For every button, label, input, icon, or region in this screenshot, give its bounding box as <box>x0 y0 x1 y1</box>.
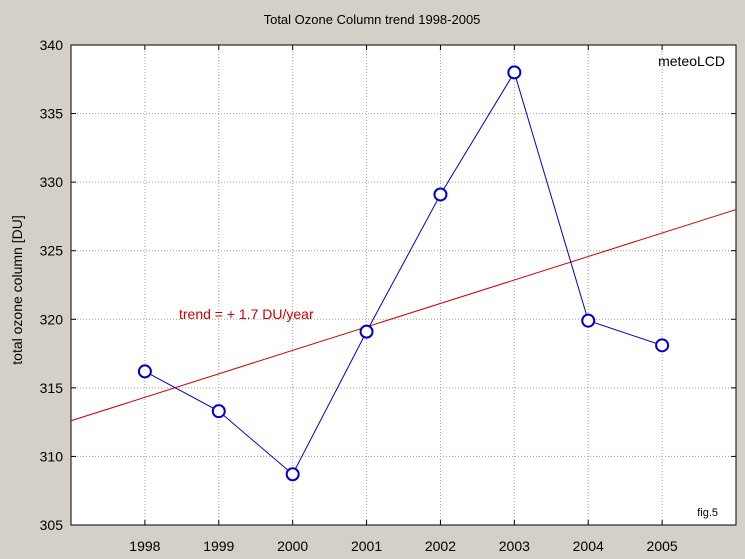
data-point-marker <box>211 404 226 419</box>
x-tick-label: 2003 <box>499 538 530 554</box>
y-tick-label: 320 <box>40 311 64 327</box>
y-tick-label: 330 <box>40 174 64 190</box>
y-tick-label: 340 <box>40 37 64 53</box>
data-point-marker <box>507 65 522 80</box>
y-tick-label: 305 <box>40 517 64 533</box>
x-tick-label: 2004 <box>573 538 604 554</box>
grid-lines <box>71 45 736 525</box>
series-line <box>144 71 663 476</box>
data-point-marker <box>285 467 300 482</box>
series-group <box>137 65 670 482</box>
data-point-marker <box>137 364 152 379</box>
x-tick-label: 2002 <box>425 538 456 554</box>
x-tick-label: 1998 <box>129 538 160 554</box>
brand-label: meteoLCD <box>658 53 725 69</box>
x-tick-label: 1999 <box>203 538 234 554</box>
y-tick-label: 315 <box>40 380 64 396</box>
trend-annotation: trend = + 1.7 DU/year <box>179 306 314 322</box>
chart-title: Total Ozone Column trend 1998-2005 <box>264 12 481 27</box>
tick-labels: 1998 1999 2000 2001 2002 2003 2004 2005 305 310 31… <box>40 37 736 554</box>
x-tick-label: 2000 <box>277 538 308 554</box>
y-axis-label: total ozone column [DU] <box>9 215 25 364</box>
y-tick-label: 310 <box>40 448 64 464</box>
data-point-marker <box>655 338 670 353</box>
data-point-marker <box>359 324 374 339</box>
x-tick-label: 2005 <box>647 538 678 554</box>
trend-line <box>70 209 737 422</box>
trend-line-group <box>70 209 737 422</box>
x-tick-label: 2001 <box>351 538 382 554</box>
data-point-marker <box>433 187 448 202</box>
data-point-marker <box>581 313 596 328</box>
figure-label: fig.5 <box>697 507 718 519</box>
y-tick-label: 335 <box>40 106 64 122</box>
plot-area <box>70 44 737 526</box>
y-tick-label: 325 <box>40 243 64 259</box>
